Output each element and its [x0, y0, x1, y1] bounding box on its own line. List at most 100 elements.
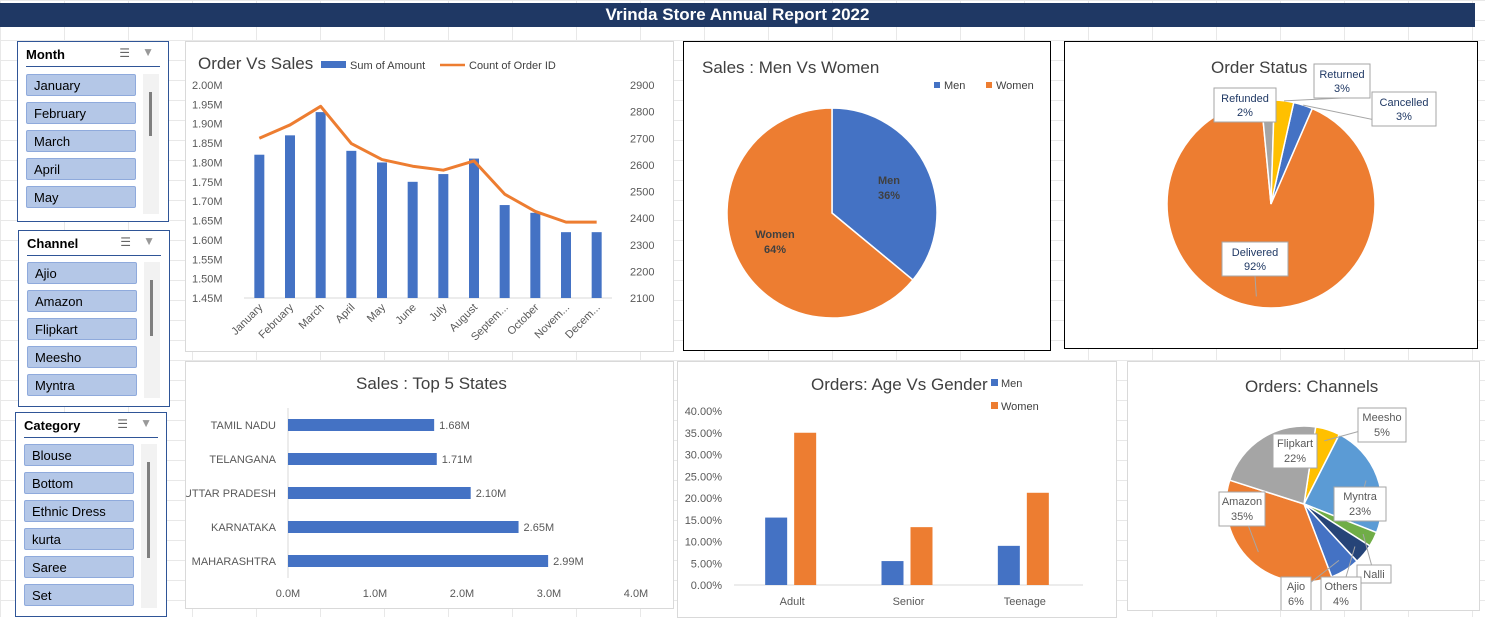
scrollbar-thumb[interactable] [150, 280, 153, 336]
sales-bar [591, 232, 602, 298]
y-left-tick: 1.90M [192, 119, 223, 131]
bar-value-label: 1.68M [439, 420, 470, 432]
callout-percent: 5% [1374, 427, 1390, 439]
scrollbar-thumb[interactable] [147, 462, 150, 558]
y-right-tick: 2200 [630, 266, 654, 278]
x-tick-label: July [427, 301, 450, 324]
callout-box [1213, 87, 1277, 123]
slicer-item[interactable]: Set [24, 584, 134, 606]
slicer-item[interactable]: Ethnic Dress [24, 500, 134, 522]
callout-label: Delivered [1232, 247, 1278, 259]
slicer-item[interactable]: kurta [24, 528, 134, 550]
channel-slicer[interactable]: Channel ☰ ▼ Ajio Amazon Flipkart Meesho … [18, 230, 170, 407]
scrollbar-thumb[interactable] [149, 92, 152, 136]
slicer-item[interactable]: Bottom [24, 472, 134, 494]
channels-chart[interactable]: Orders: Channels Meesho 5% Myntra 23% Nalli O… [1127, 361, 1480, 611]
multi-select-icon[interactable]: ☰ [120, 235, 131, 249]
chart-title: Order Status [1211, 58, 1307, 77]
sales-bar [377, 162, 387, 298]
y-right-tick: 2400 [630, 213, 654, 225]
slice-label: Men [878, 175, 900, 187]
sales-bar [561, 232, 571, 298]
men-vs-women-svg: Sales : Men Vs Women Men 36% Women 64% Men Wo… [702, 58, 1034, 319]
pie-slice-women [726, 107, 914, 319]
category-label: TAMIL NADU [211, 420, 276, 432]
order-status-chart[interactable]: Order Status Returned 3% Cancelled 3% Refund… [1064, 41, 1478, 349]
x-tick-label: Senior [893, 596, 925, 608]
slicer-item[interactable]: Myntra [27, 374, 137, 396]
callout-label: Flipkart [1277, 438, 1313, 450]
slicer-item[interactable]: Amazon [27, 290, 137, 312]
legend-swatch [934, 82, 940, 88]
slice-percent: 36% [878, 190, 900, 202]
sales-bar [346, 150, 357, 298]
state-bar [288, 487, 471, 499]
y-tick-label: 10.00% [685, 537, 723, 549]
callout-percent: 3% [1396, 111, 1412, 123]
order-status-svg: Order Status Returned 3% Cancelled 3% Refund… [1166, 58, 1437, 309]
slicer-item[interactable]: Flipkart [27, 318, 137, 340]
callout-box [1280, 576, 1312, 610]
slicer-item[interactable]: Blouse [24, 444, 134, 466]
multi-select-icon[interactable]: ☰ [117, 417, 128, 431]
y-left-tick: 1.70M [192, 196, 223, 208]
women-bar [1026, 492, 1049, 585]
order-vs-sales-chart[interactable]: Order Vs Sales Sum of Amount Count of Or… [185, 41, 674, 352]
y-tick-label: 0.00% [691, 580, 722, 592]
month-slicer[interactable]: Month ☰ ▼ January February March April M… [17, 41, 169, 222]
multi-select-icon[interactable]: ☰ [119, 46, 130, 60]
y-left-tick: 1.85M [192, 138, 223, 150]
slicer-item[interactable]: Meesho [27, 346, 137, 368]
slice-percent: 64% [764, 244, 786, 256]
callout-percent: 35% [1231, 511, 1253, 523]
slicer-item[interactable]: January [26, 74, 136, 96]
x-tick-label: 2.0M [450, 588, 474, 600]
y-right-tick: 2800 [630, 107, 654, 119]
y-right-tick: 2600 [630, 160, 654, 172]
clear-filter-icon[interactable]: ▼ [143, 234, 155, 248]
slicer-title: Category [24, 418, 81, 433]
men-vs-women-chart[interactable]: Sales : Men Vs Women Men 36% Women 64% Men Wo… [683, 41, 1051, 351]
y-right-tick: 2700 [630, 133, 654, 145]
slicer-item[interactable]: March [26, 130, 136, 152]
callout-box [1320, 576, 1362, 610]
x-tick-label: 1.0M [363, 588, 387, 600]
chart-title: Sales : Top 5 States [356, 374, 507, 393]
x-tick-label: June [393, 302, 418, 327]
slicer-item[interactable]: April [26, 158, 136, 180]
callout-label: Myntra [1343, 491, 1378, 503]
callout-label: Meesho [1362, 412, 1401, 424]
age-vs-gender-chart[interactable]: Orders: Age Vs Gender 40.00% 35.00% 30.00%… [677, 361, 1117, 618]
clear-filter-icon[interactable]: ▼ [140, 416, 152, 430]
slicer-item[interactable]: May [26, 186, 136, 208]
slicer-scrollbar[interactable] [143, 74, 159, 214]
slicer-item[interactable]: Ajio [27, 262, 137, 284]
y-left-tick: 1.80M [192, 157, 223, 169]
legend-label: Count of Order ID [469, 60, 556, 72]
slicer-scrollbar[interactable] [144, 262, 160, 398]
slicer-item[interactable]: February [26, 102, 136, 124]
x-tick-label: Teenage [1004, 596, 1046, 608]
legend-label: Women [1001, 401, 1039, 413]
x-tick-label: March [297, 302, 327, 332]
slicer-item[interactable]: Saree [24, 556, 134, 578]
order-vs-sales-svg: Order Vs Sales Sum of Amount Count of Or… [192, 54, 654, 343]
clear-filter-icon[interactable]: ▼ [142, 45, 154, 59]
y-left-tick: 1.55M [192, 254, 223, 266]
callout-box [1333, 486, 1387, 522]
legend-swatch-amount [321, 61, 346, 68]
callout-label: Returned [1319, 69, 1364, 81]
category-label: UTTAR PRADESH [186, 488, 276, 500]
bar-value-label: 2.99M [553, 556, 584, 568]
men-bar [881, 561, 904, 585]
sales-bar [254, 154, 265, 298]
slicer-scrollbar[interactable] [141, 444, 157, 608]
legend-swatch [991, 402, 998, 409]
slicer-title: Channel [27, 236, 79, 251]
slicer-title: Month [26, 47, 65, 62]
report-title: Vrinda Store Annual Report 2022 [0, 3, 1475, 27]
category-slicer[interactable]: Category ☰ ▼ Blouse Bottom Ethnic Dress … [15, 412, 167, 617]
top-states-chart[interactable]: Sales : Top 5 States TAMIL NADU 1.68M TELA… [185, 361, 674, 609]
callout-label: Ajio [1287, 581, 1305, 593]
callout-label: Refunded [1221, 93, 1269, 105]
